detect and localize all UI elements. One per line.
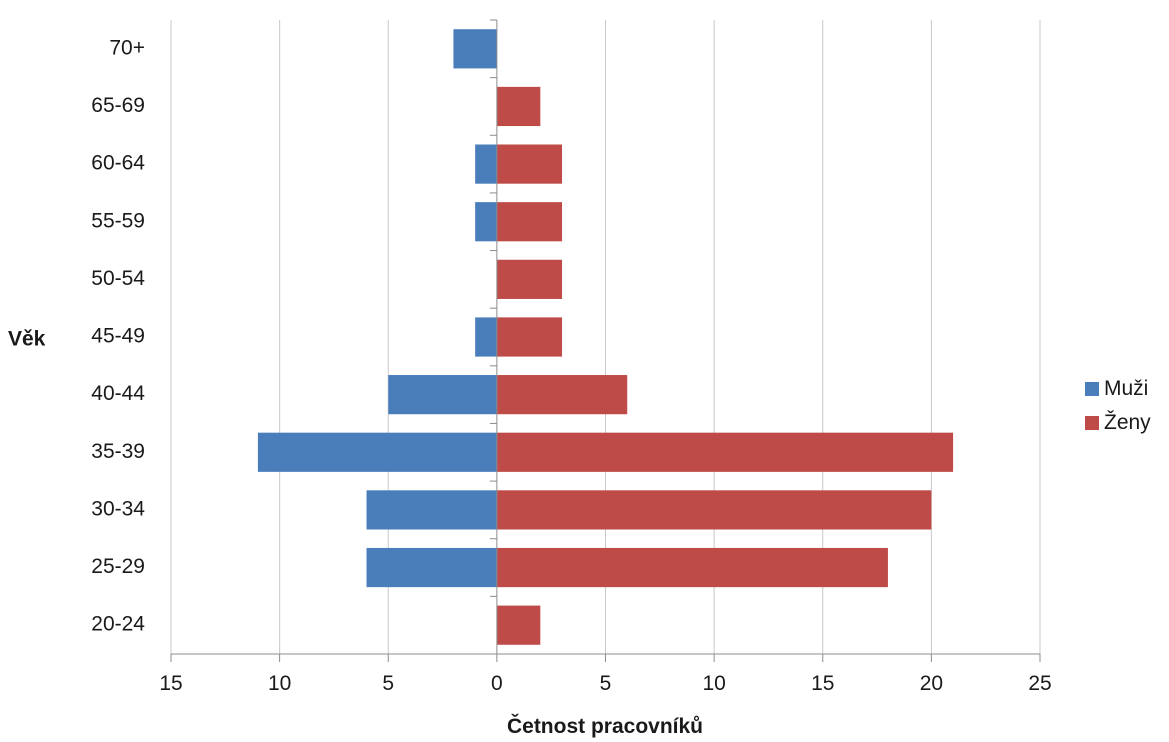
bar-muzi-35-39 <box>257 432 497 472</box>
axes <box>170 19 1041 662</box>
y-tick-label: 40-44 <box>91 382 145 405</box>
bar-zeny-45-49 <box>496 317 563 357</box>
bar-zeny-30-34 <box>496 490 932 530</box>
bar-muzi-70+ <box>453 29 497 69</box>
bar-muzi-40-44 <box>388 375 497 415</box>
legend-item-muzi: Muži <box>1085 372 1151 406</box>
x-axis-title: Četnost pracovníků <box>507 714 703 738</box>
x-tick-label: 20 <box>920 672 943 695</box>
y-tick-label: 30-34 <box>91 497 145 520</box>
y-tick-label: 60-64 <box>91 152 145 175</box>
legend-item-zeny: Ženy <box>1085 406 1151 440</box>
y-tick-label: 35-39 <box>91 440 145 463</box>
grid-lines <box>170 20 1041 654</box>
y-tick-label: 50-54 <box>91 267 145 290</box>
bar-zeny-50-54 <box>496 259 563 299</box>
bar-zeny-35-39 <box>496 432 954 472</box>
x-tick-label: 25 <box>1028 672 1051 695</box>
bar-muzi-55-59 <box>475 202 497 242</box>
bar-zeny-40-44 <box>496 375 628 415</box>
x-tick-label: 0 <box>491 672 503 695</box>
bar-zeny-25-29 <box>496 547 888 588</box>
x-tick-label: 5 <box>382 672 394 695</box>
y-tick-label: 55-59 <box>91 209 145 232</box>
x-tick-label: 5 <box>600 672 612 695</box>
legend-label-muzi: Muži <box>1104 377 1149 400</box>
y-tick-label: 70+ <box>109 36 145 59</box>
y-axis-title: Věk <box>8 328 46 351</box>
x-tick-label: 15 <box>159 672 182 695</box>
bar-zeny-20-24 <box>496 605 541 645</box>
bar-muzi-25-29 <box>366 547 497 588</box>
x-tick-label: 10 <box>702 672 725 695</box>
bar-zeny-65-69 <box>496 86 541 127</box>
legend: Muži Ženy <box>1085 372 1151 440</box>
bar-muzi-60-64 <box>475 144 497 184</box>
legend-swatch-zeny <box>1085 416 1099 430</box>
bars <box>257 29 954 645</box>
y-tick-label: 45-49 <box>91 325 145 348</box>
bar-zeny-60-64 <box>496 144 563 184</box>
bar-muzi-30-34 <box>366 490 497 530</box>
y-tick-label: 65-69 <box>91 94 145 117</box>
bar-zeny-55-59 <box>496 202 563 242</box>
y-tick-label: 20-24 <box>91 613 145 636</box>
bar-muzi-45-49 <box>475 317 497 357</box>
legend-label-zeny: Ženy <box>1104 411 1151 434</box>
y-tick-label: 25-29 <box>91 555 145 578</box>
x-tick-label: 10 <box>268 672 291 695</box>
x-tick-labels: 15 10 5 0 5 10 15 20 25 <box>159 672 1051 695</box>
y-tick-labels: 20-24 25-29 30-34 35-39 40-44 45-49 50-54 55-59… <box>91 36 145 635</box>
x-tick-label: 15 <box>811 672 834 695</box>
legend-swatch-muzi <box>1085 382 1099 396</box>
